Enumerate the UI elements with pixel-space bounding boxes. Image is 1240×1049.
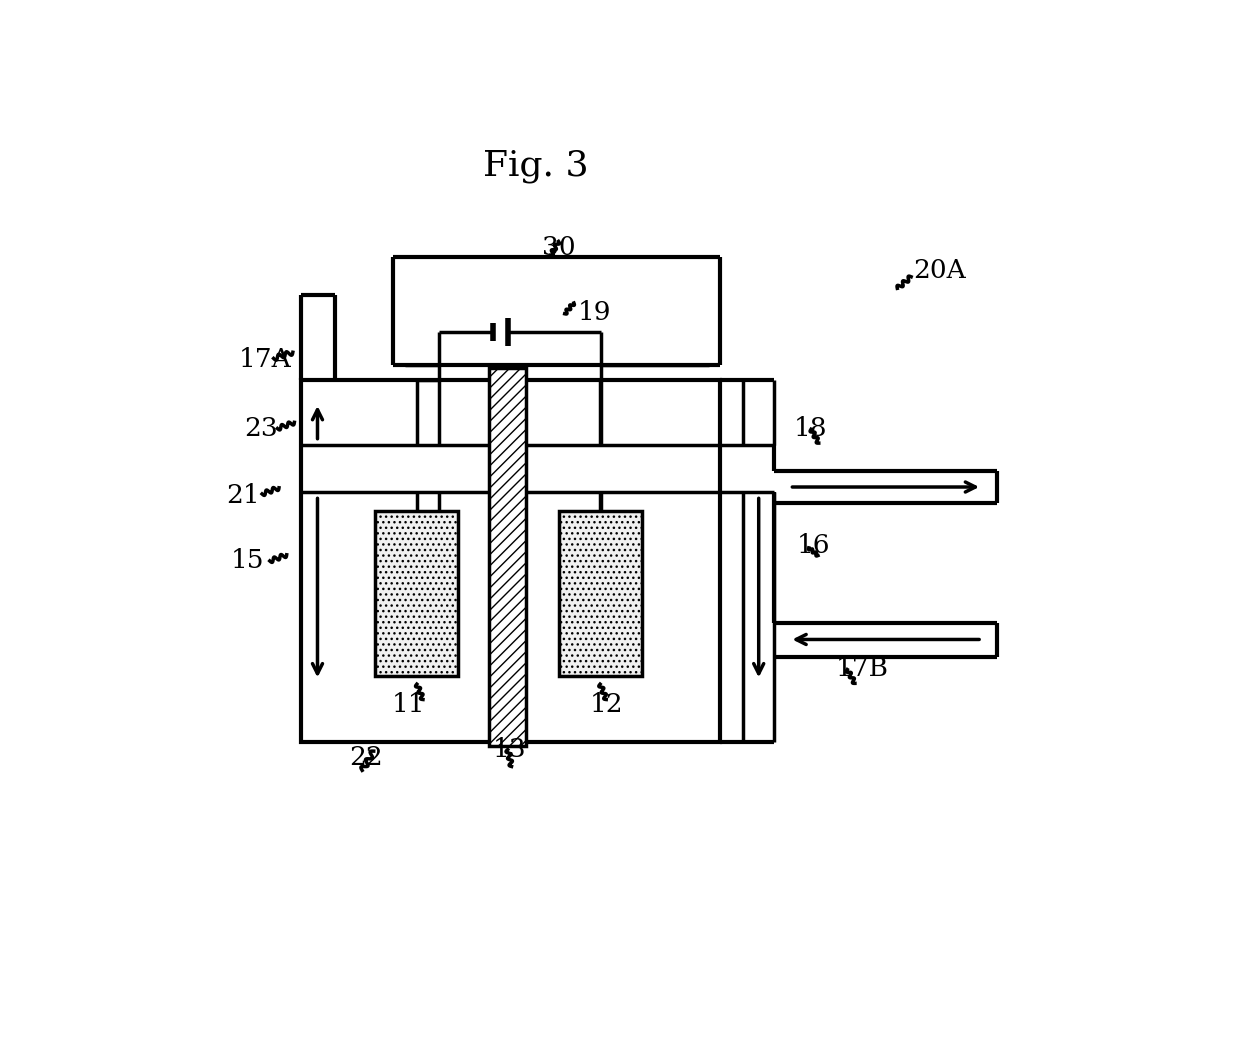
Text: 12: 12 (589, 692, 622, 718)
Text: 21: 21 (226, 483, 259, 508)
Text: Fig. 3: Fig. 3 (482, 149, 588, 183)
Text: 15: 15 (231, 549, 265, 574)
Text: 17B: 17B (836, 657, 889, 681)
Bar (558, 511, 641, 677)
Text: 30: 30 (542, 235, 575, 260)
Text: 23: 23 (244, 416, 278, 441)
Text: 17A: 17A (239, 346, 291, 371)
Text: 22: 22 (350, 745, 383, 770)
Text: 13: 13 (494, 737, 527, 762)
Text: 20A: 20A (913, 258, 966, 283)
Bar (376, 511, 459, 677)
Text: 16: 16 (797, 533, 831, 558)
Text: 18: 18 (794, 416, 827, 441)
Text: 11: 11 (392, 692, 425, 718)
Text: 19: 19 (578, 300, 611, 325)
Bar (490, 368, 526, 746)
Bar (300, 380, 720, 742)
